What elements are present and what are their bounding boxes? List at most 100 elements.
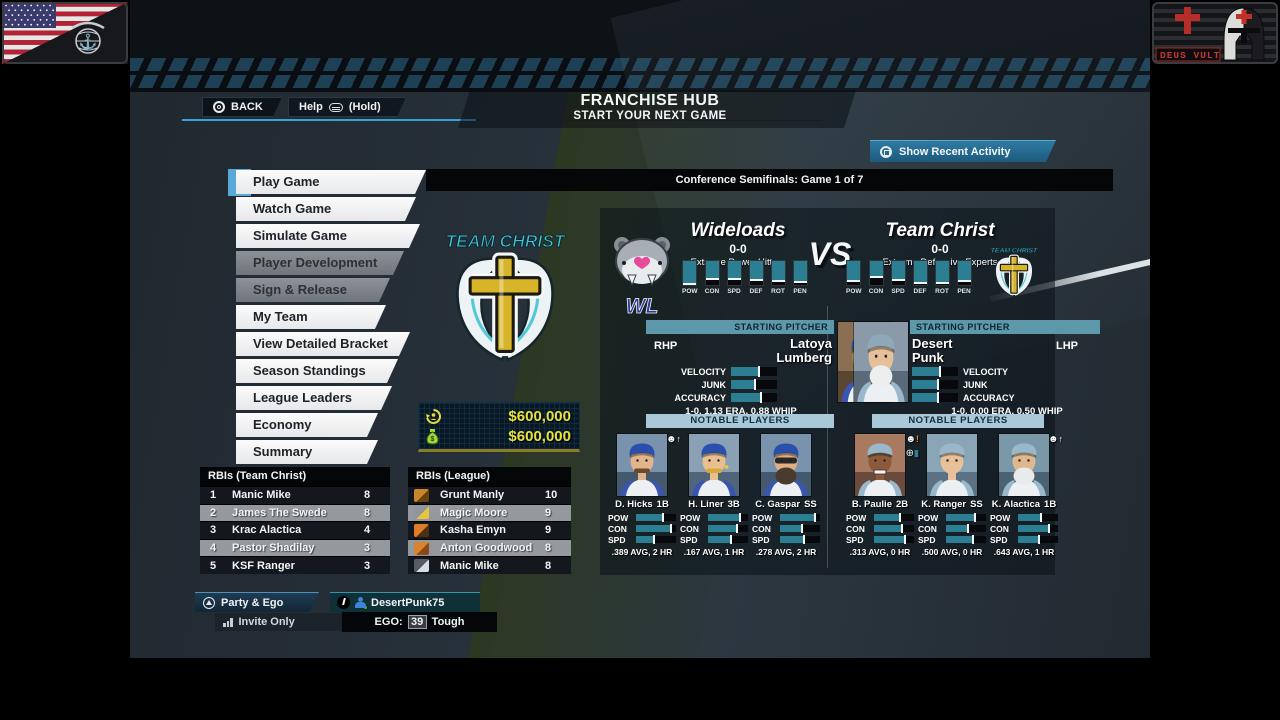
home-team-record: 0-0 bbox=[931, 242, 949, 256]
team-stat-rot: ROT bbox=[770, 260, 786, 295]
player-stat-label: CON bbox=[846, 523, 865, 534]
pitcher-stat-bars: VELOCITY JUNK ACCURACY bbox=[646, 366, 777, 403]
team-stat-bar bbox=[934, 260, 950, 286]
team-stat-pow: POW bbox=[682, 260, 698, 295]
back-button[interactable]: BACK bbox=[202, 97, 282, 117]
rbi-league-table: RBIs (League) Grunt Manly 10 Magic Moore 9… bbox=[408, 467, 571, 574]
matchup-panel: WL Wideloads 0-0 Extreme Power Hitters P… bbox=[600, 208, 1100, 575]
player-portrait: ☻↑ bbox=[998, 433, 1063, 497]
player-name: Krac Alactica bbox=[232, 524, 302, 537]
team-stat-con: CON bbox=[704, 260, 720, 295]
team-stat-bar bbox=[846, 260, 862, 286]
player-name: Magic Moore bbox=[440, 506, 508, 519]
rbi-team-table: RBIs (Team Christ) 1 Manic Mike 8 2 James Th… bbox=[200, 467, 390, 574]
player-stat-label: SPD bbox=[752, 534, 770, 545]
team-christ-logo-text: TEAM CHRIST bbox=[991, 247, 1038, 254]
square-button-icon bbox=[880, 146, 892, 158]
vs-label: VS bbox=[808, 236, 852, 272]
stat-bar bbox=[874, 513, 914, 522]
username: DesertPunk75 bbox=[371, 596, 445, 609]
menu-item-view-detailed-bracket[interactable]: View Detailed Bracket bbox=[236, 332, 410, 356]
team-stat-bar bbox=[956, 260, 972, 286]
wideloads-logo-text: WL bbox=[626, 295, 659, 318]
menu-item-my-team[interactable]: My Team bbox=[236, 305, 386, 329]
ego-label: EGO: bbox=[374, 616, 403, 628]
player-statline: .643 AVG, 1 HR bbox=[993, 547, 1055, 557]
player-card-k-alactica: ☻↑ K. Alactica 1B POW CON SPD .643 AVG, 1 H… bbox=[988, 430, 1063, 568]
player-position: 1B bbox=[1044, 499, 1057, 510]
menu-item-label: View Detailed Bracket bbox=[253, 336, 388, 351]
menu-item-player-development: Player Development bbox=[236, 251, 404, 275]
menu-item-simulate-game[interactable]: Simulate Game bbox=[236, 224, 420, 248]
team-stat-bar bbox=[868, 260, 884, 286]
rank: 3 bbox=[209, 524, 217, 537]
team-stat-pow: POW bbox=[846, 260, 862, 295]
menu-item-label: Player Development bbox=[253, 255, 378, 270]
checker-pattern-strip bbox=[130, 58, 1150, 92]
player-stat-label: POW bbox=[752, 512, 773, 523]
stat-bar bbox=[1018, 535, 1058, 544]
stat-value: 10 bbox=[545, 489, 558, 502]
page-subtitle: START YOUR NEXT GAME bbox=[573, 110, 727, 122]
player-stat-label: POW bbox=[608, 512, 629, 523]
help-button[interactable]: Help (Hold) bbox=[288, 97, 406, 117]
player-stat-label: SPD bbox=[680, 534, 698, 545]
team-logo-icon bbox=[414, 541, 429, 555]
team-stat-bar bbox=[792, 260, 808, 286]
player-statline: .500 AVG, 0 HR bbox=[921, 547, 983, 557]
rank: 4 bbox=[209, 542, 217, 555]
rank: 1 bbox=[209, 489, 217, 502]
menu-item-league-leaders[interactable]: League Leaders bbox=[236, 386, 392, 410]
stat-bar bbox=[708, 535, 748, 544]
stat-bar bbox=[912, 366, 958, 377]
stat-bar bbox=[946, 524, 986, 533]
away-team-ratings: POW CON SPD DEF ROT PEN bbox=[682, 260, 808, 295]
stat-value: 3 bbox=[364, 559, 371, 572]
player-portrait bbox=[926, 433, 978, 497]
menu-item-watch-game[interactable]: Watch Game bbox=[236, 197, 416, 221]
stat-value: 4 bbox=[364, 524, 371, 537]
team-stat-bar bbox=[890, 260, 906, 286]
rank: 5 bbox=[209, 559, 217, 572]
back-label: BACK bbox=[231, 101, 263, 113]
pitcher-stat-label: JUNK bbox=[701, 379, 726, 390]
user-chip[interactable]: DesertPunk75 bbox=[330, 592, 480, 612]
pitcher-stat-label: ACCURACY bbox=[674, 392, 727, 403]
menu-item-season-standings[interactable]: Season Standings bbox=[236, 359, 398, 383]
player-statline: .278 AVG, 2 HR bbox=[755, 547, 817, 557]
menu-item-economy[interactable]: Economy bbox=[236, 413, 378, 437]
player-position: 1B bbox=[656, 499, 669, 510]
party-ego-button[interactable]: Party & Ego bbox=[195, 592, 319, 612]
menu-item-label: Economy bbox=[253, 417, 312, 432]
svg-text:$: $ bbox=[431, 436, 435, 443]
team-stat-bar bbox=[704, 260, 720, 286]
stat-bar bbox=[636, 535, 676, 544]
ego-value: 39 bbox=[407, 615, 427, 629]
player-card-k-ranger: K. Ranger SS POW CON SPD .500 AVG, 0 HR bbox=[916, 430, 988, 568]
title-banner bbox=[458, 90, 856, 128]
pitcher-name: Latoya Lumberg bbox=[776, 336, 832, 365]
stat-value: 9 bbox=[545, 506, 552, 519]
training-up-icon: ⊕▮ bbox=[905, 448, 919, 459]
team-stat-def: DEF bbox=[748, 260, 764, 295]
menu-item-play-game[interactable]: Play Game bbox=[236, 170, 426, 194]
top-bar-background bbox=[130, 0, 1150, 58]
show-recent-activity-button[interactable]: Show Recent Activity bbox=[870, 140, 1056, 162]
team-stat-def: DEF bbox=[912, 260, 928, 295]
stat-bar bbox=[780, 524, 820, 533]
player-position: SS bbox=[804, 499, 817, 510]
menu-item-summary[interactable]: Summary bbox=[236, 440, 378, 464]
team-stat-bar bbox=[748, 260, 764, 286]
away-team-record: 0-0 bbox=[729, 242, 747, 256]
player-stat-label: POW bbox=[990, 512, 1011, 523]
menu-item-label: Watch Game bbox=[253, 201, 332, 216]
table-row: 2 James The Swede 8 bbox=[200, 503, 390, 522]
home-notable-players-label: NOTABLE PLAYERS bbox=[872, 414, 1044, 428]
pitcher-stat-label: VELOCITY bbox=[680, 366, 726, 377]
player-card-d-hicks: ☻↑ D. Hicks 1B POW CON SPD .389 AVG, 2 HR bbox=[606, 430, 681, 568]
menu-item-label: Summary bbox=[253, 444, 313, 459]
stat-bar bbox=[731, 379, 777, 390]
page-title: FRANCHISE HUB bbox=[580, 92, 720, 109]
menu-item-label: Simulate Game bbox=[253, 228, 347, 243]
player-card-c-gaspar: C. Gaspar SS POW CON SPD .278 AVG, 2 HR bbox=[750, 430, 822, 568]
